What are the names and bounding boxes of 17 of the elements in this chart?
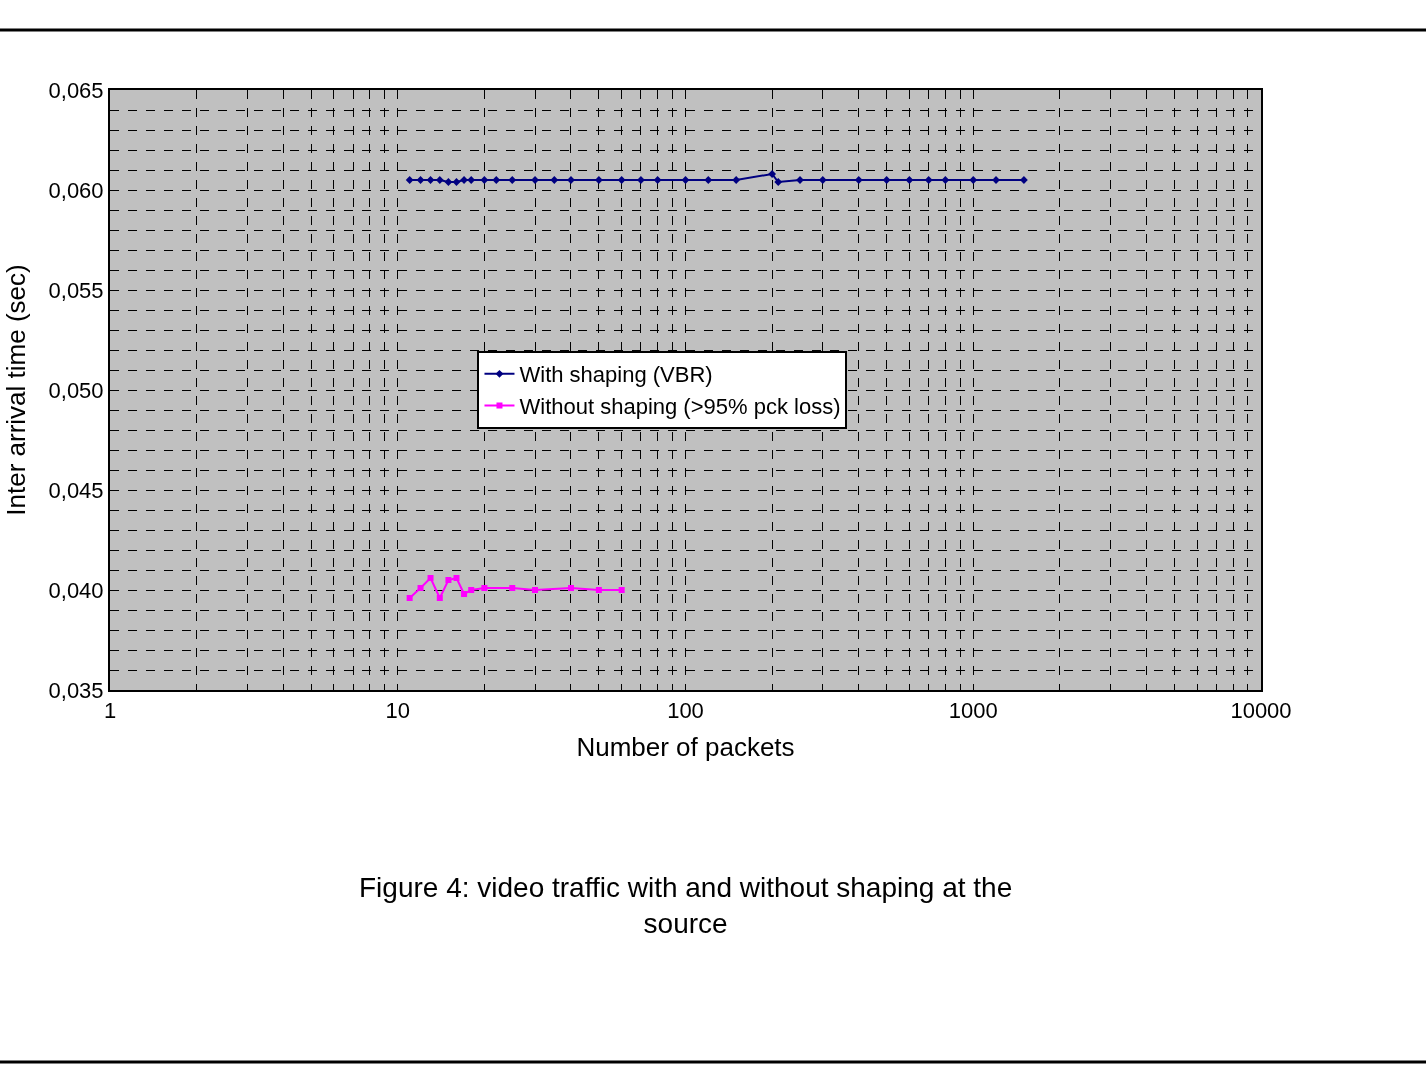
y-tick-label: 0,060	[48, 177, 104, 203]
y-tick-label: 0,055	[48, 277, 104, 303]
x-tick-label: 100	[667, 698, 704, 724]
x-tick-label: 1000	[948, 698, 998, 724]
text: Figure 4: video traffic with and without shaping at the source	[359, 872, 1013, 940]
x-tick-label: 10	[385, 698, 410, 724]
legend-label: Without shaping (>95% pck loss)	[519, 393, 841, 419]
x-tick-label: 10000	[1230, 698, 1292, 724]
legend-label: With shaping (VBR)	[519, 362, 713, 388]
y-tick-label: 0,035	[48, 677, 104, 703]
y-axis-title: Inter arrival time (sec)	[1, 264, 32, 516]
x-tick-label: 1	[103, 698, 117, 724]
y-tick-label: 0,040	[48, 577, 104, 603]
y-tick-label: 0,050	[48, 377, 104, 403]
x-axis-title: Number of packets	[576, 731, 795, 762]
y-tick-label: 0,045	[48, 477, 104, 503]
y-tick-label: 0,065	[48, 77, 104, 103]
